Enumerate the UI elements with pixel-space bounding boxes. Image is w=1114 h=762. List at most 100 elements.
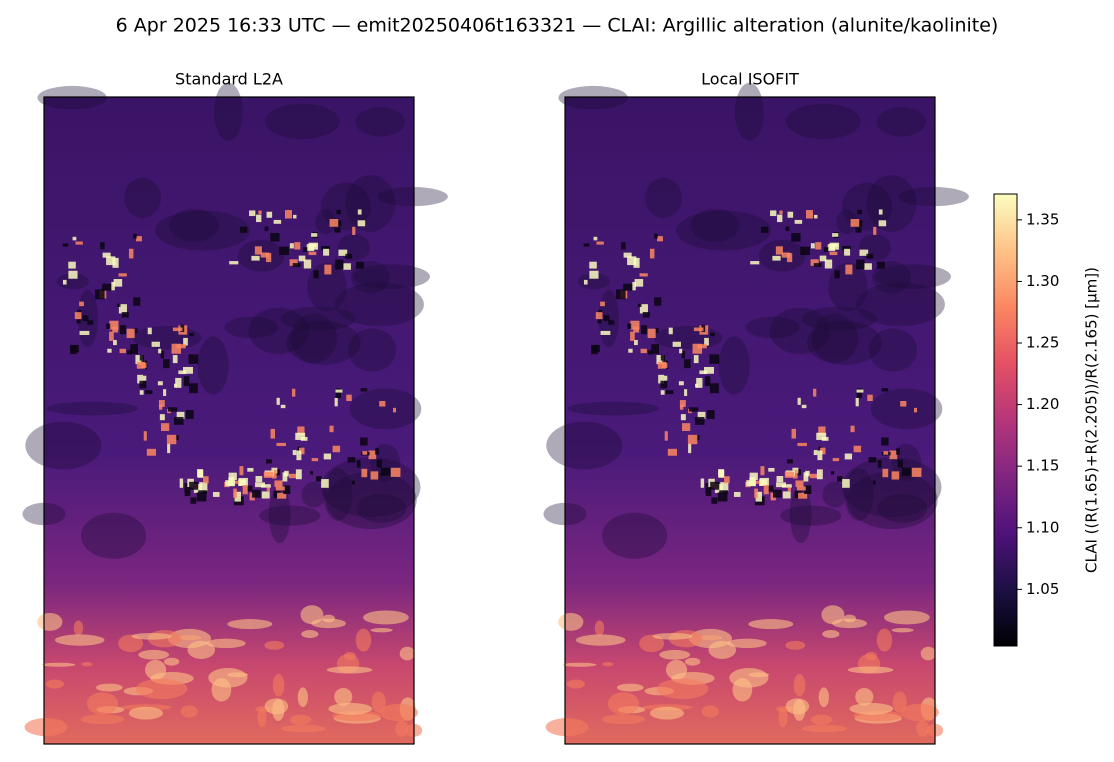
image-texture: [696, 377, 703, 388]
image-texture: [299, 447, 305, 455]
image-texture: [777, 214, 783, 223]
image-texture: [368, 450, 377, 460]
image-texture: [107, 348, 112, 353]
image-texture: [264, 103, 340, 140]
image-texture: [785, 640, 806, 650]
image-texture: [809, 473, 819, 479]
image-texture: [822, 630, 840, 639]
image-texture: [337, 234, 370, 261]
image-texture: [710, 332, 715, 337]
image-texture: [272, 673, 285, 697]
image-texture: [68, 270, 78, 279]
image-texture: [846, 471, 938, 530]
image-texture: [293, 214, 297, 219]
image-texture: [546, 421, 623, 470]
image-texture: [255, 482, 265, 488]
image-texture: [623, 252, 632, 258]
image-texture: [806, 210, 813, 219]
image-texture: [146, 448, 157, 456]
image-texture: [844, 467, 874, 521]
image-texture: [171, 343, 182, 354]
image-texture: [891, 471, 900, 480]
image-texture: [639, 304, 648, 314]
image-texture: [126, 328, 135, 339]
image-texture: [822, 481, 848, 508]
image-texture: [118, 634, 144, 653]
image-texture: [804, 485, 812, 495]
image-texture: [695, 383, 699, 388]
image-texture: [345, 253, 353, 259]
image-texture: [791, 233, 801, 242]
image-texture: [315, 209, 337, 234]
image-texture: [151, 341, 160, 347]
image-texture: [120, 325, 127, 335]
image-texture: [25, 421, 102, 470]
image-texture: [600, 330, 611, 335]
image-texture: [634, 339, 638, 346]
image-texture: [118, 273, 127, 277]
image-texture: [163, 657, 180, 666]
image-texture: [594, 620, 605, 636]
image-texture: [746, 480, 757, 487]
image-texture: [705, 483, 712, 493]
image-texture: [335, 389, 343, 393]
image-texture: [106, 323, 111, 329]
image-texture: [687, 434, 698, 445]
image-texture: [733, 492, 741, 497]
image-texture: [593, 236, 598, 241]
image-texture: [102, 252, 111, 258]
image-texture: [697, 411, 706, 419]
image-texture: [198, 490, 207, 494]
image-texture: [589, 261, 597, 269]
image-texture: [133, 328, 138, 333]
image-texture: [239, 466, 244, 476]
image-texture: [881, 388, 889, 392]
image-texture: [729, 667, 769, 688]
image-texture: [276, 397, 280, 405]
colorbar-tick-label: 1.25: [1026, 334, 1059, 352]
image-texture: [711, 497, 718, 504]
image-texture: [285, 210, 292, 219]
image-texture: [668, 327, 673, 335]
image-texture: [700, 478, 705, 488]
image-texture: [709, 354, 720, 364]
image-texture: [356, 493, 407, 523]
image-texture: [575, 634, 626, 646]
image-texture: [297, 687, 308, 708]
image-texture: [169, 208, 219, 243]
image-texture: [277, 492, 287, 499]
image-texture: [608, 320, 615, 325]
image-texture: [370, 471, 379, 480]
image-texture: [290, 313, 338, 364]
image-texture: [558, 613, 584, 631]
image-texture: [896, 448, 900, 455]
image-texture: [819, 255, 827, 262]
image-texture: [56, 273, 89, 290]
image-texture: [656, 355, 664, 365]
image-texture: [793, 673, 806, 697]
image-texture: [818, 687, 829, 708]
colorbar-tick-label: 1.20: [1026, 395, 1059, 413]
image-texture: [399, 646, 415, 661]
image-texture: [130, 344, 139, 354]
panel-title: Standard L2A: [175, 70, 283, 89]
image-texture: [800, 246, 811, 256]
image-texture: [595, 312, 603, 320]
image-texture: [754, 488, 758, 498]
image-texture: [558, 85, 628, 110]
colorbar-tick-label: 1.10: [1026, 518, 1059, 536]
image-texture: [821, 605, 845, 625]
image-texture: [288, 473, 298, 479]
image-texture: [306, 244, 315, 252]
image-texture: [679, 400, 686, 407]
image-texture: [271, 469, 277, 479]
image-texture: [390, 467, 401, 477]
image-texture: [73, 620, 84, 636]
image-texture: [601, 714, 646, 725]
image-texture: [276, 442, 286, 447]
image-texture: [678, 381, 684, 386]
image-texture: [135, 678, 188, 700]
image-texture: [883, 451, 889, 455]
image-texture: [379, 401, 386, 407]
image-texture: [866, 175, 917, 232]
